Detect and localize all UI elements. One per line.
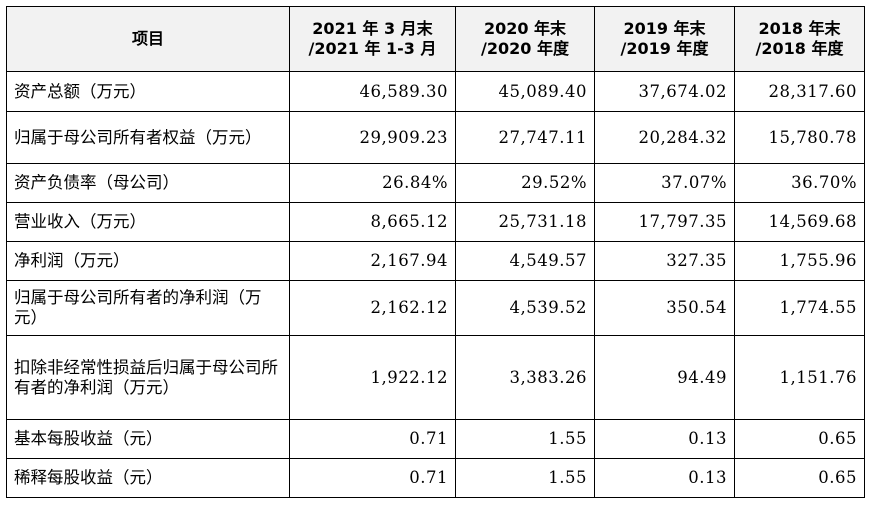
table-row-parent-equity: 归属于母公司所有者权益（万元） 29,909.23 27,747.11 20,2… xyxy=(6,111,865,164)
row-label: 基本每股收益（元） xyxy=(6,419,290,459)
financial-summary-table: 项目 2021 年 3 月末 /2021 年 1-3 月 2020 年末 /20… xyxy=(6,6,865,498)
row-label: 资产负债率（母公司） xyxy=(6,163,290,203)
cell-value: 14,569.68 xyxy=(734,202,865,242)
table-header: 项目 2021 年 3 月末 /2021 年 1-3 月 2020 年末 /20… xyxy=(6,6,865,72)
row-label: 资产总额（万元） xyxy=(6,71,290,112)
cell-value: 0.65 xyxy=(734,458,865,498)
header-2021q1-line2: /2021 年 1-3 月 xyxy=(308,39,437,58)
cell-value: 17,797.35 xyxy=(594,202,735,242)
header-2019-line1: 2019 年末 xyxy=(623,19,706,38)
table-body: 资产总额（万元） 46,589.30 45,089.40 37,674.02 2… xyxy=(6,71,865,498)
cell-value: 29,909.23 xyxy=(289,111,456,164)
row-label: 净利润（万元） xyxy=(6,241,290,281)
table-row-basic-eps: 基本每股收益（元） 0.71 1.55 0.13 0.65 xyxy=(6,419,865,459)
table-row-total-assets: 资产总额（万元） 46,589.30 45,089.40 37,674.02 2… xyxy=(6,71,865,112)
header-item: 项目 xyxy=(6,6,290,72)
cell-value: 0.13 xyxy=(594,419,735,459)
table-row-deducted-net-profit: 扣除非经常性损益后归属于母公司所有者的净利润（万元） 1,922.12 3,38… xyxy=(6,335,865,420)
header-2018: 2018 年末 /2018 年度 xyxy=(734,6,865,72)
cell-value: 1,774.55 xyxy=(734,280,865,336)
cell-value: 36.70% xyxy=(734,163,865,203)
cell-value: 27,747.11 xyxy=(455,111,595,164)
cell-value: 0.71 xyxy=(289,419,456,459)
row-label: 稀释每股收益（元） xyxy=(6,458,290,498)
cell-value: 1,922.12 xyxy=(289,335,456,420)
table-row-net-profit: 净利润（万元） 2,167.94 4,549.57 327.35 1,755.9… xyxy=(6,241,865,281)
cell-value: 29.52% xyxy=(455,163,595,203)
cell-value: 15,780.78 xyxy=(734,111,865,164)
header-2020-line2: /2020 年度 xyxy=(481,39,569,58)
cell-value: 1.55 xyxy=(455,419,595,459)
table-row-debt-ratio: 资产负债率（母公司） 26.84% 29.52% 37.07% 36.70% xyxy=(6,163,865,203)
header-2019-line2: /2019 年度 xyxy=(620,39,709,58)
header-item-label: 项目 xyxy=(131,29,164,48)
cell-value: 25,731.18 xyxy=(455,202,595,242)
row-label: 归属于母公司所有者的净利润（万元） xyxy=(6,280,290,336)
header-2018-line2: /2018 年度 xyxy=(755,39,844,58)
cell-value: 28,317.60 xyxy=(734,71,865,112)
cell-value: 26.84% xyxy=(289,163,456,203)
header-row: 项目 2021 年 3 月末 /2021 年 1-3 月 2020 年末 /20… xyxy=(6,6,865,72)
row-label: 扣除非经常性损益后归属于母公司所有者的净利润（万元） xyxy=(6,335,290,420)
cell-value: 1,755.96 xyxy=(734,241,865,281)
cell-value: 3,383.26 xyxy=(455,335,595,420)
cell-value: 327.35 xyxy=(594,241,735,281)
cell-value: 2,167.94 xyxy=(289,241,456,281)
cell-value: 1.55 xyxy=(455,458,595,498)
cell-value: 4,549.57 xyxy=(455,241,595,281)
header-2021q1: 2021 年 3 月末 /2021 年 1-3 月 xyxy=(289,6,456,72)
row-label: 营业收入（万元） xyxy=(6,202,290,242)
header-2020-line1: 2020 年末 xyxy=(483,19,567,38)
table-row-diluted-eps: 稀释每股收益（元） 0.71 1.55 0.13 0.65 xyxy=(6,458,865,498)
cell-value: 94.49 xyxy=(594,335,735,420)
cell-value: 8,665.12 xyxy=(289,202,456,242)
table-row-revenue: 营业收入（万元） 8,665.12 25,731.18 17,797.35 14… xyxy=(6,202,865,242)
row-label: 归属于母公司所有者权益（万元） xyxy=(6,111,290,164)
cell-value: 2,162.12 xyxy=(289,280,456,336)
cell-value: 1,151.76 xyxy=(734,335,865,420)
header-2018-line1: 2018 年末 xyxy=(758,19,841,38)
cell-value: 20,284.32 xyxy=(594,111,735,164)
header-2019: 2019 年末 /2019 年度 xyxy=(594,6,735,72)
cell-value: 37.07% xyxy=(594,163,735,203)
header-2020: 2020 年末 /2020 年度 xyxy=(455,6,595,72)
header-2021q1-line1: 2021 年 3 月末 xyxy=(312,19,433,38)
cell-value: 45,089.40 xyxy=(455,71,595,112)
cell-value: 0.65 xyxy=(734,419,865,459)
cell-value: 37,674.02 xyxy=(594,71,735,112)
cell-value: 46,589.30 xyxy=(289,71,456,112)
table-row-parent-net-profit: 归属于母公司所有者的净利润（万元） 2,162.12 4,539.52 350.… xyxy=(6,280,865,336)
cell-value: 4,539.52 xyxy=(455,280,595,336)
cell-value: 0.13 xyxy=(594,458,735,498)
cell-value: 350.54 xyxy=(594,280,735,336)
cell-value: 0.71 xyxy=(289,458,456,498)
